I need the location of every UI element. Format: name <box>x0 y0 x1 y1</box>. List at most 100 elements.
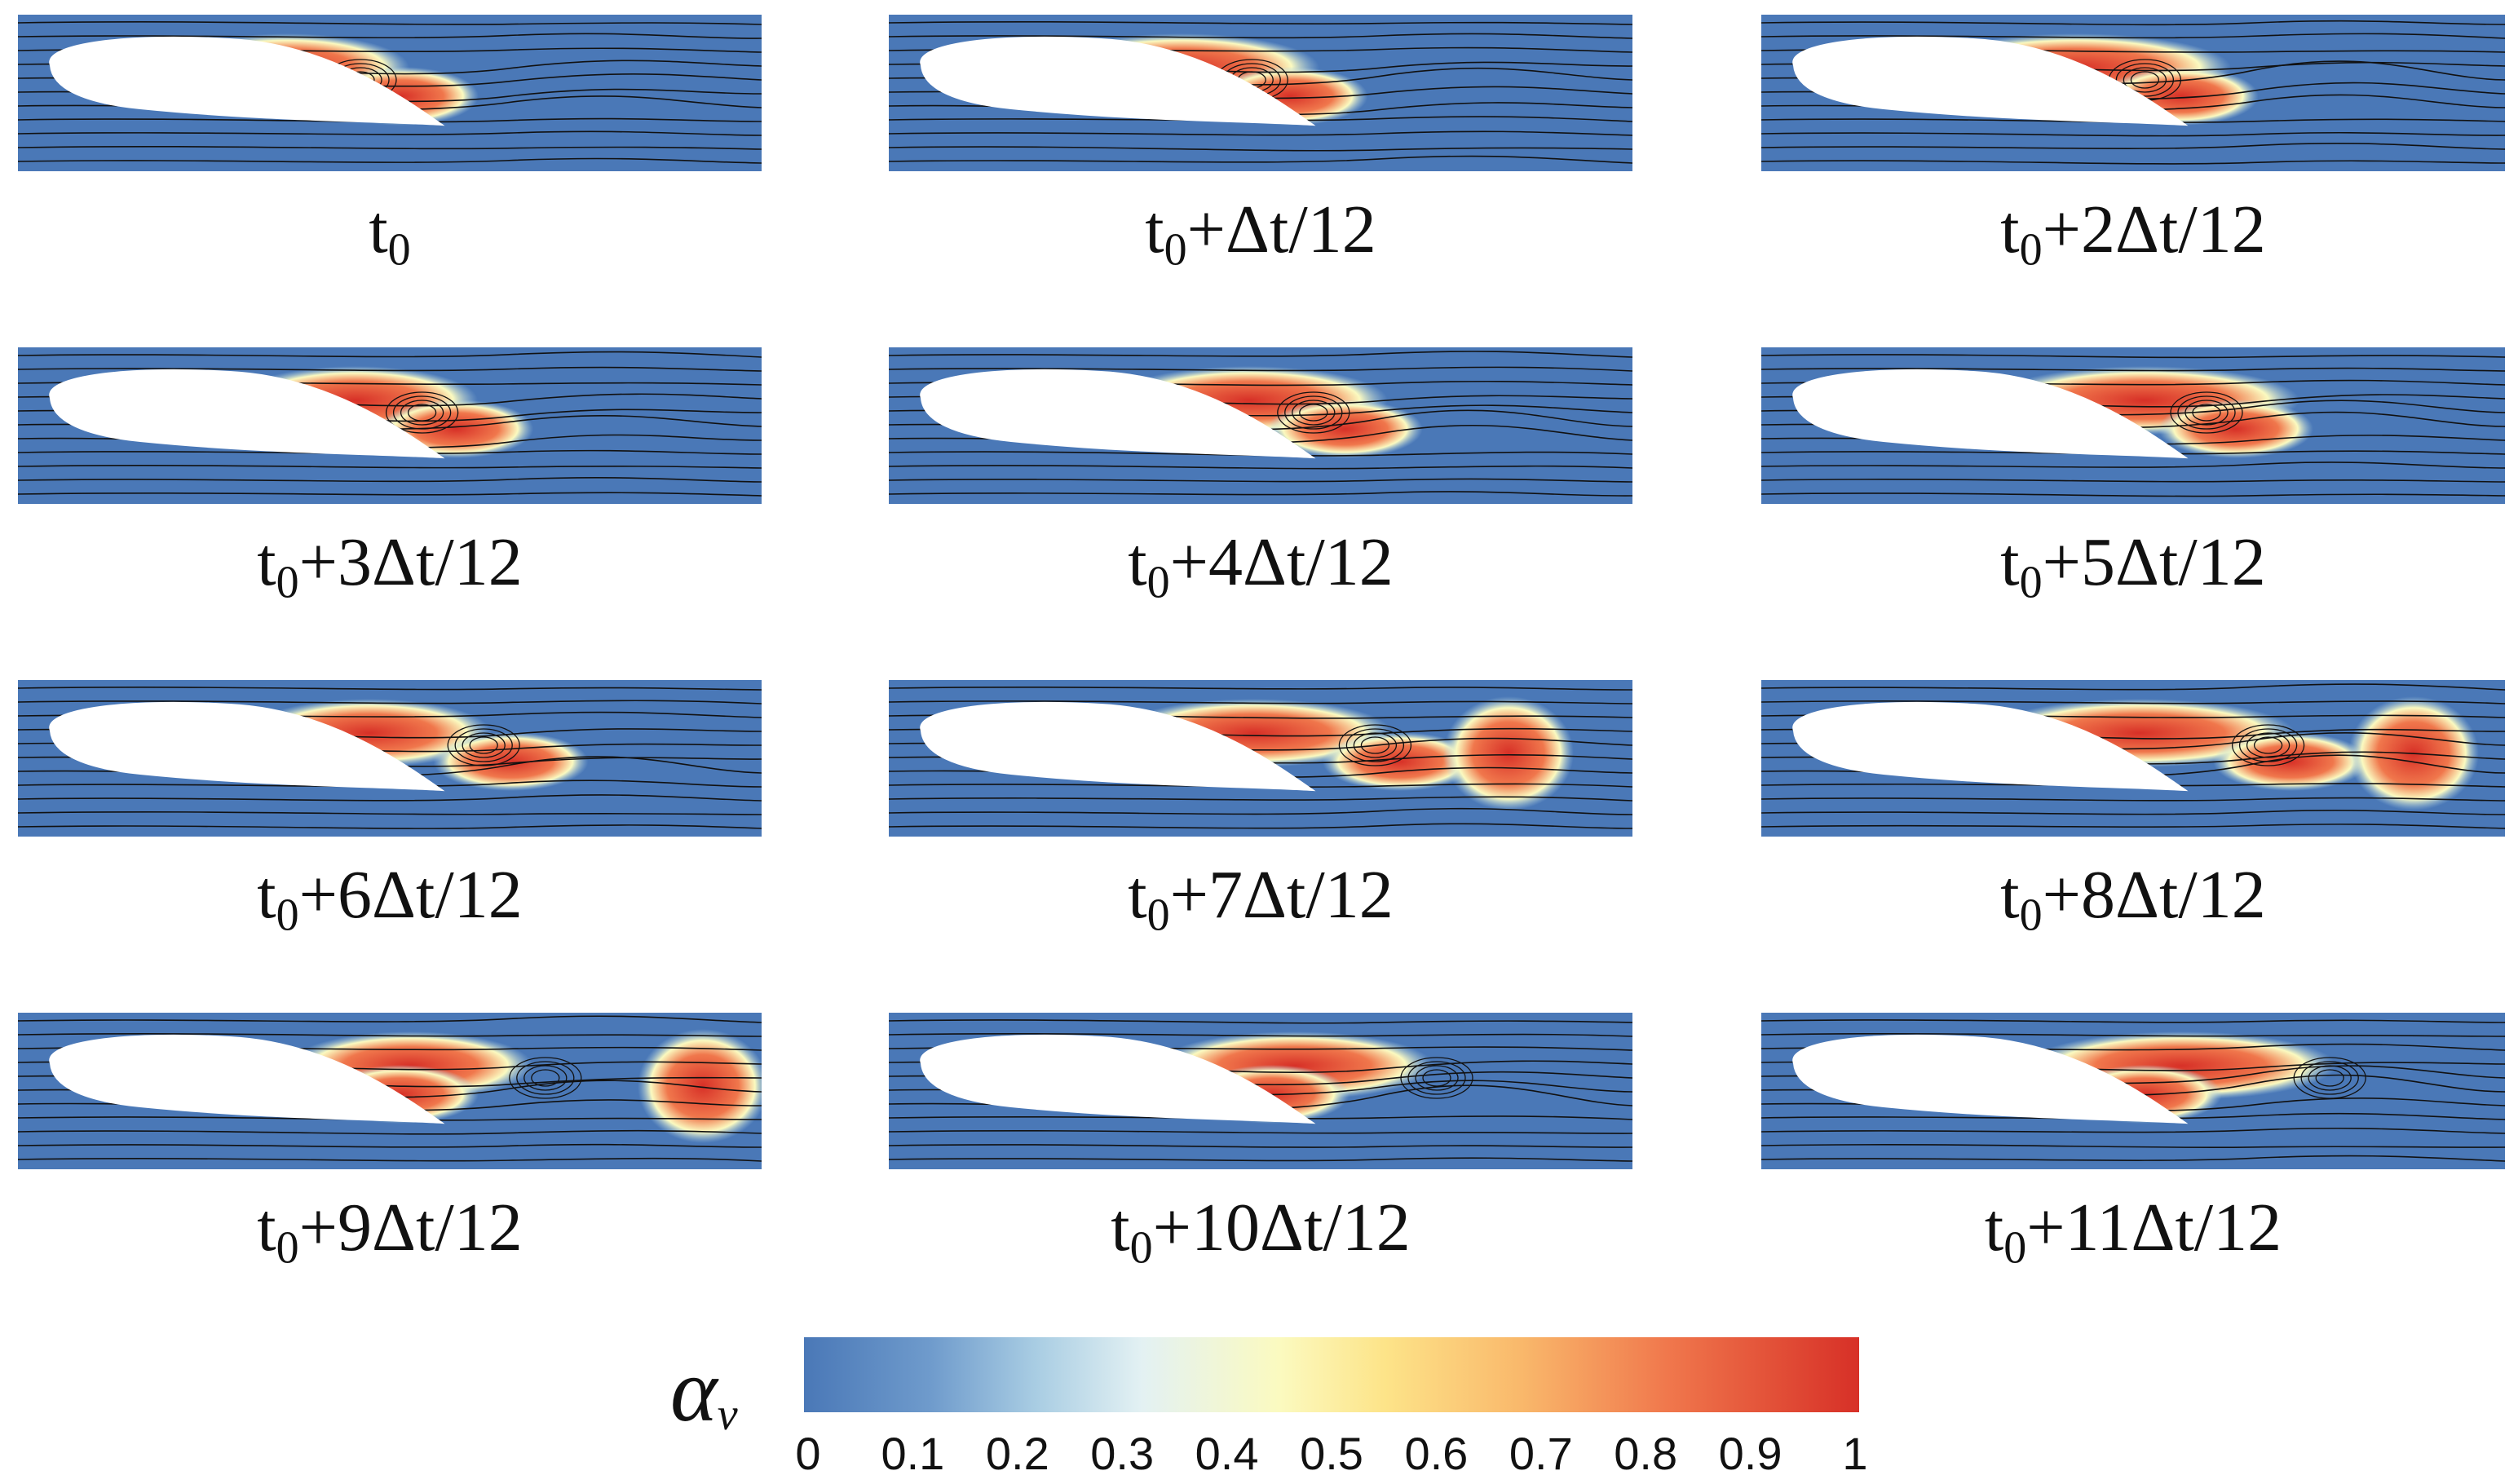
caption-base: t <box>1128 524 1147 600</box>
flow-panel <box>889 347 1632 504</box>
panel-grid <box>18 15 2505 1169</box>
streamline <box>18 687 762 691</box>
caption-offset: +11Δt/12 <box>2026 1190 2282 1265</box>
time-caption: t0+4Δt/12 <box>889 528 1632 606</box>
hydrofoil <box>920 36 1316 126</box>
streamline <box>1761 367 2505 372</box>
streamline <box>18 117 762 123</box>
colorbar-gradient <box>804 1337 1859 1412</box>
flow-panel <box>18 1013 762 1169</box>
caption-subscript: 0 <box>387 224 411 276</box>
cavity-region <box>638 1029 762 1143</box>
colorbar-tick-label: 0.4 <box>1195 1428 1259 1479</box>
streamline <box>1761 1112 2505 1120</box>
caption-base: t <box>1111 1190 1130 1265</box>
streamline <box>1761 142 2505 150</box>
streamline <box>1761 797 2505 802</box>
caption-offset: +2Δt/12 <box>2042 192 2266 267</box>
streamline <box>889 796 1632 802</box>
vortex-line <box>1422 1069 1451 1087</box>
streamline <box>1761 462 2505 469</box>
streamline <box>889 451 1632 457</box>
flow-panel <box>18 347 762 504</box>
streamline <box>1761 1019 2505 1023</box>
streamline <box>1761 354 2505 359</box>
caption-base: t <box>257 1190 276 1265</box>
streamline <box>1761 450 2505 455</box>
flow-panel <box>18 680 762 837</box>
caption-subscript: 0 <box>1129 1222 1153 1274</box>
vortex-line <box>400 400 444 426</box>
streamline <box>889 823 1632 829</box>
streamline <box>889 33 1632 39</box>
caption-offset: +8Δt/12 <box>2042 857 2266 933</box>
flow-field <box>18 1013 762 1169</box>
caption-base: t <box>2000 857 2020 933</box>
caption-offset: +9Δt/12 <box>298 1190 523 1265</box>
streamline <box>18 130 762 136</box>
streamline <box>889 465 1632 470</box>
vortex-line <box>2130 71 2160 89</box>
colorbar-tick-label: 0.6 <box>1404 1428 1469 1479</box>
streamline <box>889 116 1632 122</box>
streamline <box>18 780 762 788</box>
streamline <box>889 478 1632 483</box>
vortex-line <box>392 395 452 430</box>
time-caption: t0+5Δt/12 <box>1761 528 2505 606</box>
vortex-line <box>1415 1065 1459 1091</box>
caption-offset: +3Δt/12 <box>298 524 523 600</box>
time-caption: t0+2Δt/12 <box>1761 196 2505 273</box>
caption-subscript: 0 <box>276 1222 299 1274</box>
vortex-line <box>523 1065 568 1091</box>
streamline <box>18 33 762 39</box>
vortex-line <box>1299 404 1328 422</box>
vortex-line <box>1345 728 1405 762</box>
caption-subscript: 0 <box>2019 890 2043 941</box>
time-caption: t0+11Δt/12 <box>1761 1194 2505 1271</box>
streamline <box>18 1116 762 1121</box>
caption-offset: +4Δt/12 <box>1169 524 1394 600</box>
streamline <box>889 1144 1632 1148</box>
caption-base: t <box>257 857 276 933</box>
streamline <box>1761 33 2505 39</box>
caption-subscript: 0 <box>2019 224 2043 276</box>
flow-panel <box>889 1013 1632 1169</box>
streamline <box>18 1143 762 1148</box>
caption-base: t <box>2000 192 2020 267</box>
vortex-line <box>407 404 437 422</box>
flow-field <box>18 680 762 837</box>
flow-panel <box>1761 1013 2505 1169</box>
vortex-line <box>2308 1065 2352 1091</box>
caption-offset: +Δt/12 <box>1186 192 1376 267</box>
cavity-region <box>1267 400 1423 458</box>
streamline <box>1761 1032 2505 1037</box>
flow-field <box>1761 15 2505 171</box>
vortex-line <box>469 736 498 754</box>
streamline <box>18 700 762 704</box>
vortex-line <box>2238 728 2298 762</box>
time-caption: t0+6Δt/12 <box>18 861 762 939</box>
flow-panel <box>1761 680 2505 837</box>
hydrofoil <box>1792 36 2189 126</box>
streamline <box>889 686 1632 691</box>
hydrofoil <box>920 369 1316 459</box>
time-caption: t0 <box>18 196 762 273</box>
time-caption: t0+7Δt/12 <box>889 861 1632 939</box>
streamline <box>889 351 1632 358</box>
caption-subscript: 0 <box>1146 557 1170 608</box>
streamline <box>18 465 762 469</box>
streamline <box>889 1129 1632 1134</box>
caption-base: t <box>257 524 276 600</box>
caption-offset: +10Δt/12 <box>1152 1190 1411 1265</box>
hydrofoil <box>49 1034 445 1124</box>
colorbar-tick-label: 1 <box>1842 1428 1868 1479</box>
vortex-line <box>2300 1061 2359 1095</box>
caption-subscript: 0 <box>276 890 299 941</box>
streamline <box>889 1019 1632 1024</box>
streamline <box>1761 1144 2505 1149</box>
vortex-line <box>2293 1057 2366 1099</box>
hydrofoil <box>1792 369 2189 459</box>
flow-field <box>1761 347 2505 504</box>
streamline <box>889 783 1632 788</box>
hydrofoil <box>1792 701 2189 792</box>
